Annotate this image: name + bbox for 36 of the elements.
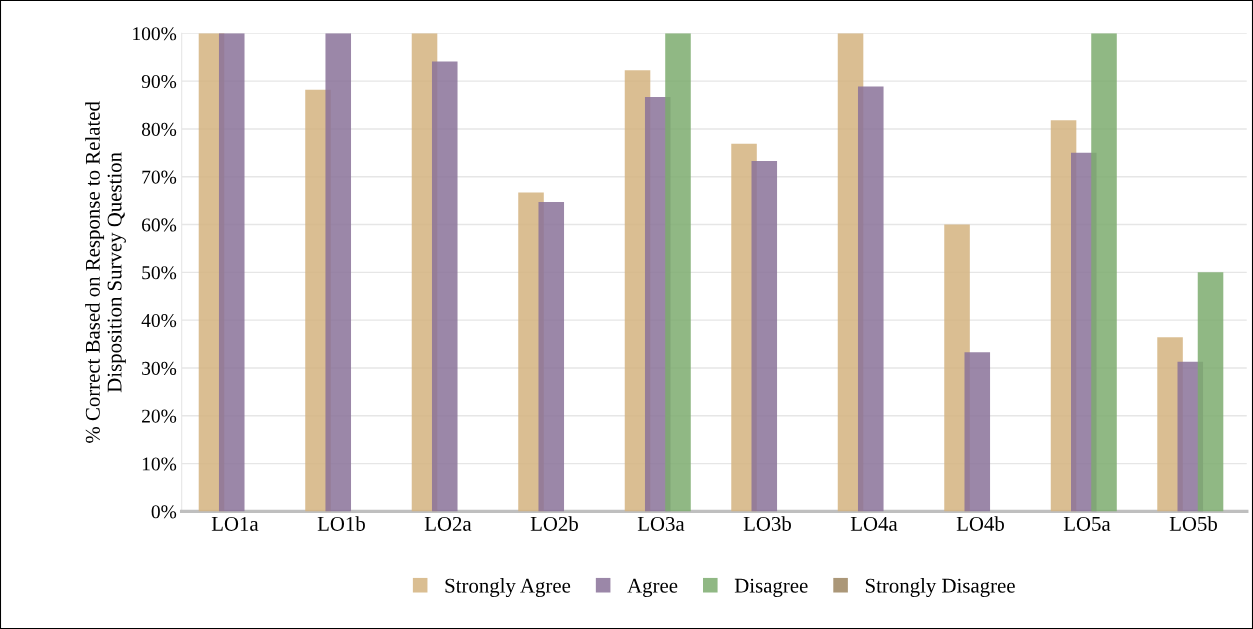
x-tick-label: LO2b bbox=[530, 516, 578, 531]
y-tick-label: 10% bbox=[142, 457, 177, 471]
legend-label: Disagree bbox=[734, 578, 808, 598]
bar bbox=[218, 33, 245, 512]
y-tick-label: 100% bbox=[133, 27, 177, 41]
legend-label: Strongly Disagree bbox=[865, 578, 1015, 598]
bar bbox=[538, 202, 565, 512]
y-tick-label: 80% bbox=[141, 122, 177, 136]
bar bbox=[751, 160, 778, 512]
legend-label: Strongly Agree bbox=[445, 578, 571, 598]
x-tick-label: LO4a bbox=[850, 516, 898, 531]
y-tick-label: 30% bbox=[142, 361, 177, 375]
bar bbox=[1197, 272, 1224, 512]
bar bbox=[1091, 33, 1117, 512]
bar bbox=[857, 86, 884, 512]
legend-label: Agree bbox=[627, 578, 678, 598]
y-tick-label: 90% bbox=[141, 74, 177, 89]
x-tick-label: LO1b bbox=[317, 516, 365, 531]
bar bbox=[431, 61, 458, 512]
y-tick-label: 40% bbox=[141, 313, 177, 328]
x-tick-label: LO2a bbox=[424, 516, 472, 531]
bar bbox=[964, 352, 991, 512]
bar bbox=[325, 33, 352, 512]
bar bbox=[665, 33, 691, 512]
x-tick-label: LO1a bbox=[211, 516, 259, 531]
x-tick-label: LO3b bbox=[743, 516, 791, 531]
x-tick-label: LO3a bbox=[637, 516, 685, 531]
x-tick-label: LO5b bbox=[1169, 516, 1217, 531]
x-tick-label: LO4b bbox=[956, 516, 1004, 531]
y-tick-label: 20% bbox=[142, 409, 177, 423]
y-tick-label: 70% bbox=[142, 170, 177, 184]
x-tick-label: LO5a bbox=[1063, 516, 1111, 531]
y-axis-title: % Correct Based on Response to Related Disposition Survey Question bbox=[85, 101, 126, 443]
y-tick-label: 0% bbox=[151, 505, 177, 519]
y-tick-label: 60% bbox=[142, 218, 177, 232]
y-tick-label: 50% bbox=[142, 266, 177, 280]
